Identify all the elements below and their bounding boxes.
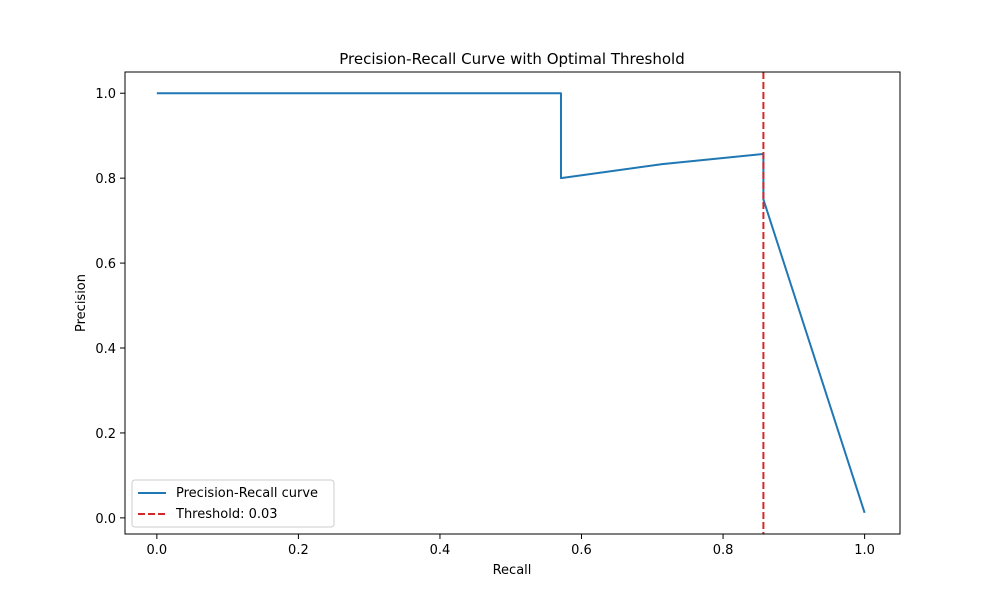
legend-label-curve: Precision-Recall curve [176, 486, 318, 501]
y-tick-label: 0.2 [95, 427, 116, 442]
axes-ticks: 0.0 0.2 0.4 0.6 0.8 1.0 0.0 0.2 0.4 0.6 0.8 1.0 [95, 87, 875, 558]
chart-title: Precision-Recall Curve with Optimal Thre… [339, 50, 685, 68]
x-tick-label: 0.6 [571, 543, 592, 558]
y-tick-label: 0.6 [95, 257, 116, 272]
y-tick-label: 1.0 [95, 87, 116, 102]
plot-area [156, 72, 866, 534]
legend: Precision-Recall curve Threshold: 0.03 [131, 479, 335, 528]
y-axis-label: Precision [74, 274, 89, 332]
y-tick-label: 0.0 [95, 512, 116, 527]
y-tick-label: 0.4 [95, 342, 116, 357]
x-tick-label: 0.0 [147, 543, 168, 558]
legend-label-threshold: Threshold: 0.03 [175, 507, 278, 522]
y-tick-label: 0.8 [95, 172, 116, 187]
x-axis-label: Recall [493, 563, 532, 578]
plot-frame [124, 71, 901, 535]
x-tick-label: 0.2 [288, 543, 309, 558]
legend-box [131, 479, 335, 528]
x-tick-label: 0.8 [713, 543, 734, 558]
x-tick-label: 0.4 [430, 543, 451, 558]
x-tick-label: 1.0 [854, 543, 875, 558]
series-line-0 [156, 92, 866, 514]
